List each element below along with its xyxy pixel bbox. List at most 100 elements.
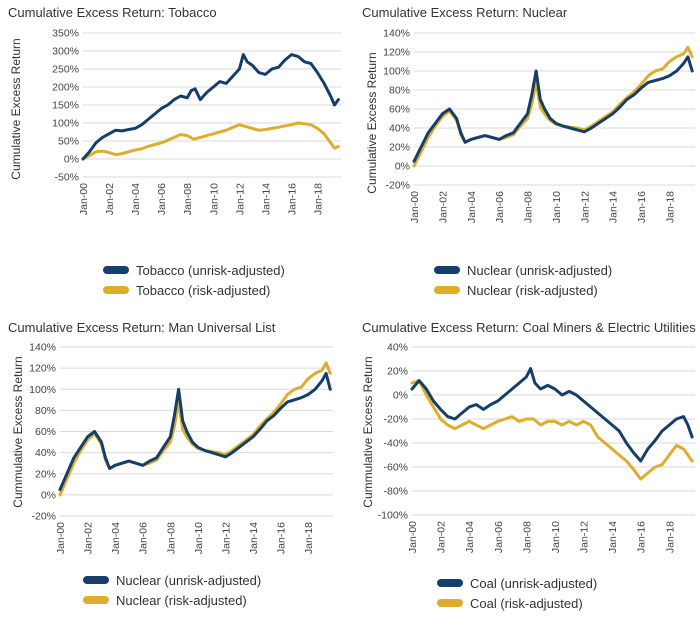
legend-swatch-gold (434, 286, 460, 294)
x-tick-label: Jan-00 (409, 191, 421, 223)
x-tick-label: Jan-04 (130, 183, 142, 215)
series-line-unrisk-adjusted (81, 53, 340, 161)
series-line-unrisk-adjusted (412, 55, 694, 163)
y-axis-label: Cumulative Excess Return (365, 52, 379, 193)
x-tick-label: Jan-16 (276, 522, 288, 554)
legend-swatch-navy (103, 266, 129, 274)
chart-panel-man-universal: Cumulative Excess Return: Man Universal … (8, 320, 348, 620)
y-tick-label: -60% (383, 462, 408, 474)
chart-plot: -20% 0% 20% 40% 60% 80% 100% 120% 140% Jan-00 Jan-… (365, 28, 695, 223)
y-tick-label: 120% (383, 47, 410, 59)
x-tick-label: Jan-06 (156, 183, 168, 215)
legend-swatch-navy (83, 576, 109, 584)
x-tick-label: Jan-08 (182, 183, 194, 215)
x-tick-label: Jan-08 (523, 191, 535, 223)
series-line-risk-adjusted (412, 45, 694, 168)
series-line-risk-adjusted (410, 379, 694, 481)
x-tick-label: Jan-08 (165, 522, 177, 554)
y-tick-label: -100% (378, 510, 408, 522)
legend-item: Coal (unrisk-adjusted) (437, 573, 597, 593)
y-tick-label: 40% (387, 342, 408, 354)
chart-legend: Tobacco (unrisk-adjusted) Tobacco (risk-… (103, 260, 285, 300)
y-tick-label: 80% (389, 85, 410, 97)
x-tick-label: Jan-10 (550, 521, 562, 553)
chart-legend: Coal (unrisk-adjusted) Coal (risk-adjust… (437, 573, 597, 613)
legend-item: Tobacco (unrisk-adjusted) (103, 260, 285, 280)
y-tick-label: 20% (35, 468, 56, 480)
x-tick-label: Jan-06 (494, 191, 506, 223)
legend-label: Nuclear (unrisk-adjusted) (467, 262, 613, 278)
y-tick-label: 40% (35, 447, 56, 459)
series-line-unrisk-adjusted (58, 371, 332, 492)
y-tick-label: 350% (52, 28, 79, 40)
series-line-unrisk-adjusted (410, 367, 694, 463)
y-tick-label: 0% (64, 154, 79, 166)
y-tick-label: 300% (52, 46, 79, 58)
legend-swatch-gold (83, 596, 109, 604)
legend-swatch-gold (437, 599, 463, 607)
series-line-risk-adjusted (58, 361, 332, 497)
y-axis-label: Cummulative Excess Return (361, 356, 375, 507)
legend-swatch-navy (434, 266, 460, 274)
y-tick-label: 100% (52, 118, 79, 130)
y-tick-label: 60% (389, 104, 410, 116)
legend-label: Nuclear (risk-adjusted) (116, 592, 247, 608)
y-tick-label: 20% (389, 142, 410, 154)
x-tick-label: Jan-08 (521, 521, 533, 553)
x-tick-label: Jan-16 (636, 521, 648, 553)
y-tick-label: 0% (41, 489, 56, 501)
legend-label: Coal (risk-adjusted) (470, 595, 583, 611)
series-line-risk-adjusted (81, 121, 340, 161)
x-tick-label: Jan-04 (464, 521, 476, 553)
legend-swatch-navy (437, 579, 463, 587)
y-tick-label: 0% (395, 161, 410, 173)
x-tick-label: Jan-18 (664, 191, 676, 223)
x-tick-label: Jan-12 (234, 183, 246, 215)
x-tick-label: Jan-06 (493, 521, 505, 553)
legend-label: Tobacco (risk-adjusted) (136, 282, 271, 298)
x-tick-label: Jan-18 (664, 521, 676, 553)
y-tick-label: 20% (387, 366, 408, 378)
y-axis-label: Cummulative Excess Return (11, 356, 25, 507)
x-tick-label: Jan-02 (436, 521, 448, 553)
chart-title: Cumulative Excess Return: Tobacco (8, 5, 217, 20)
y-tick-label: 50% (58, 136, 79, 148)
legend-item: Nuclear (unrisk-adjusted) (434, 260, 612, 280)
x-tick-label: Jan-16 (286, 183, 298, 215)
y-tick-label: -80% (383, 486, 408, 498)
x-tick-label: Jan-14 (260, 183, 272, 215)
legend-item: Nuclear (unrisk-adjusted) (83, 570, 261, 590)
y-tick-label: -20% (385, 180, 410, 192)
chart-title: Cumulative Excess Return: Nuclear (362, 5, 568, 20)
legend-label: Coal (unrisk-adjusted) (470, 575, 598, 591)
x-tick-label: Jan-04 (110, 522, 122, 554)
x-tick-label: Jan-12 (579, 521, 591, 553)
x-tick-label: Jan-10 (551, 191, 563, 223)
x-tick-label: Jan-14 (607, 521, 619, 553)
x-tick-label: Jan-10 (208, 183, 220, 215)
legend-label: Tobacco (unrisk-adjusted) (136, 262, 285, 278)
y-tick-label: 200% (52, 82, 79, 94)
y-tick-label: -20% (31, 511, 56, 523)
chart-panel-nuclear: Cumulative Excess Return: Nuclear -20% 0%… (362, 5, 700, 305)
x-tick-label: Jan-14 (608, 191, 620, 223)
legend-item: Tobacco (risk-adjusted) (103, 280, 285, 300)
y-tick-label: -20% (383, 414, 408, 426)
legend-label: Nuclear (risk-adjusted) (467, 282, 598, 298)
x-tick-label: Jan-12 (220, 522, 232, 554)
chart-legend: Nuclear (unrisk-adjusted) Nuclear (risk-… (434, 260, 612, 300)
x-tick-label: Jan-18 (313, 183, 325, 215)
chart-panel-tobacco: Cumulative Excess Return: Tobacco -50% 0%… (8, 5, 348, 305)
chart-title: Cumulative Excess Return: Coal Miners & … (362, 320, 696, 335)
x-tick-label: Jan-16 (636, 191, 648, 223)
x-tick-label: Jan-18 (303, 522, 315, 554)
x-tick-label: Jan-10 (193, 522, 205, 554)
y-tick-label: -50% (54, 172, 79, 184)
y-tick-label: 60% (35, 426, 56, 438)
legend-item: Coal (risk-adjusted) (437, 593, 597, 613)
x-tick-label: Jan-00 (78, 183, 90, 215)
y-axis-label: Cumulative Excess Return (9, 38, 23, 179)
x-tick-label: Jan-02 (104, 183, 116, 215)
x-tick-label: Jan-02 (437, 191, 449, 223)
legend-swatch-gold (103, 286, 129, 294)
